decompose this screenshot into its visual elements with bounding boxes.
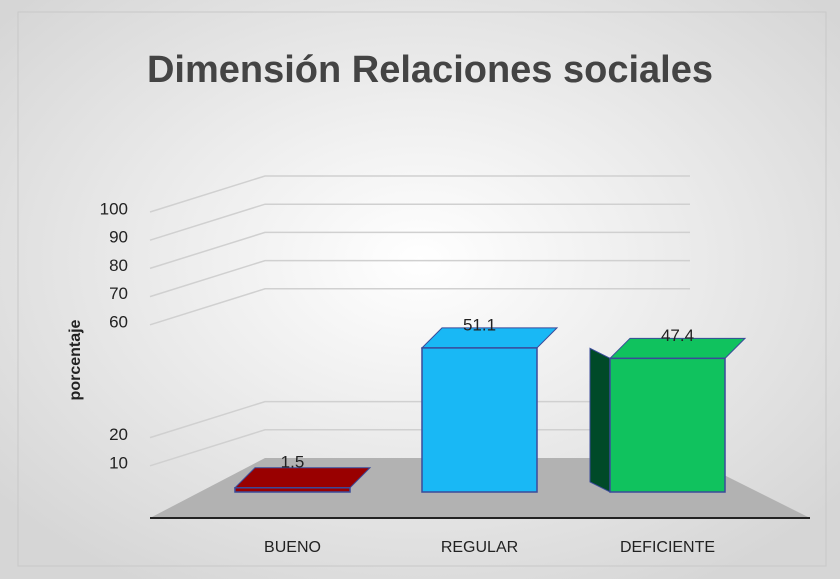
bar-side: [589, 347, 611, 493]
x-tick-label: REGULAR: [441, 539, 518, 556]
grid-line: [149, 400, 690, 439]
y-tick-label: 60: [109, 312, 128, 331]
chart-title: Dimensión Relaciones sociales: [147, 49, 713, 91]
y-tick-label: 100: [100, 199, 128, 218]
chart-border: [17, 11, 827, 567]
grid-line: [149, 231, 690, 270]
grid-line: [149, 203, 690, 241]
x-tick-label: DEFICIENTE: [620, 539, 715, 556]
grid-line: [149, 175, 690, 213]
y-tick-label: 70: [109, 284, 128, 303]
bar: [233, 467, 372, 493]
plot-area: 100 90 80 70 60 20 10 BUENO 1.5 REGULAR 51.1 DEFICI…: [100, 175, 747, 556]
bar-front: [609, 357, 726, 493]
grid-line: [149, 429, 690, 467]
grid-line: [149, 288, 690, 326]
grid-line: [149, 259, 690, 298]
bar-front: [234, 487, 351, 493]
bar: [589, 337, 747, 493]
y-tick-label: 10: [109, 453, 128, 472]
y-tick-label: 20: [109, 425, 128, 444]
x-tick-label: BUENO: [264, 539, 321, 556]
y-tick-label: 80: [109, 256, 128, 275]
bar-front: [421, 347, 538, 493]
data-label: 47.4: [661, 326, 694, 345]
data-label: 51.1: [463, 315, 496, 334]
data-label: 1.5: [281, 452, 305, 471]
bar: [420, 327, 559, 493]
y-axis-label: porcentaje: [67, 319, 84, 400]
y-tick-label: 90: [109, 228, 128, 247]
